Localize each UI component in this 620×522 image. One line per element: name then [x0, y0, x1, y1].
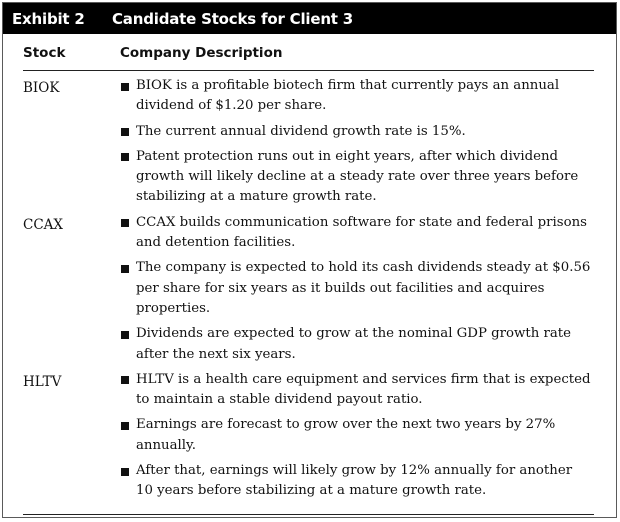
- bullet-text: Earnings are forecast to grow over the n…: [136, 417, 556, 453]
- column-header-row: Stock Company Description: [3, 34, 616, 70]
- bullet-text: BIOK is a profitable biotech firm that c…: [136, 78, 560, 114]
- description-cell: BIOK is a profitable biotech firm that c…: [121, 76, 591, 208]
- square-bullet-icon: [121, 330, 129, 339]
- square-bullet-icon: [121, 82, 129, 91]
- table-row-ccax: CCAX CCAX builds communication software …: [3, 213, 616, 365]
- column-header-description: Company Description: [120, 45, 283, 61]
- ticker-cell: HLTV: [23, 373, 62, 390]
- bullet-text: The current annual dividend growth rate …: [136, 123, 466, 139]
- description-cell: CCAX builds communication software for s…: [121, 213, 591, 365]
- bullet-item: CCAX builds communication software for s…: [121, 213, 591, 254]
- header-divider: [23, 70, 594, 71]
- table-body: BIOK BIOK is a profitable biotech firm t…: [3, 76, 616, 507]
- bullet-item: BIOK is a profitable biotech firm that c…: [121, 76, 591, 117]
- bullet-item: HLTV is a health care equipment and serv…: [121, 370, 591, 411]
- square-bullet-icon: [121, 128, 129, 137]
- exhibit-title: Candidate Stocks for Client 3: [112, 9, 354, 28]
- bullet-text: HLTV is a health care equipment and serv…: [136, 371, 591, 408]
- square-bullet-icon: [121, 421, 129, 430]
- bullet-item: Patent protection runs out in eight year…: [121, 147, 591, 208]
- table-row-biok: BIOK BIOK is a profitable biotech firm t…: [3, 76, 616, 208]
- table-row-hltv: HLTV HLTV is a health care equipment and…: [3, 370, 616, 502]
- bullet-text: CCAX builds communication software for s…: [136, 214, 588, 251]
- square-bullet-icon: [121, 219, 129, 228]
- square-bullet-icon: [121, 376, 129, 385]
- bullet-item: Dividends are expected to grow at the no…: [121, 324, 591, 365]
- bullet-item: Earnings are forecast to grow over the n…: [121, 415, 591, 456]
- bullet-text: Patent protection runs out in eight year…: [136, 148, 579, 205]
- bullet-text: The company is expected to hold its cash…: [136, 260, 591, 316]
- ticker-cell: BIOK: [23, 80, 60, 96]
- bullet-item: The company is expected to hold its cash…: [121, 258, 591, 319]
- exhibit-title-bar: Exhibit 2 Candidate Stocks for Client 3: [3, 3, 616, 34]
- description-cell: HLTV is a health care equipment and serv…: [121, 370, 591, 502]
- exhibit-label: Exhibit 2: [12, 9, 85, 28]
- bullet-item: The current annual dividend growth rate …: [121, 122, 591, 142]
- square-bullet-icon: [121, 264, 129, 273]
- ticker-cell: CCAX: [23, 216, 64, 233]
- square-bullet-icon: [121, 467, 129, 476]
- bullet-item: After that, earnings will likely grow by…: [121, 461, 591, 502]
- bottom-divider: [23, 514, 594, 515]
- column-header-stock: Stock: [23, 45, 66, 61]
- bullet-text: After that, earnings will likely grow by…: [136, 463, 573, 499]
- square-bullet-icon: [121, 153, 129, 162]
- bullet-text: Dividends are expected to grow at the no…: [136, 326, 572, 362]
